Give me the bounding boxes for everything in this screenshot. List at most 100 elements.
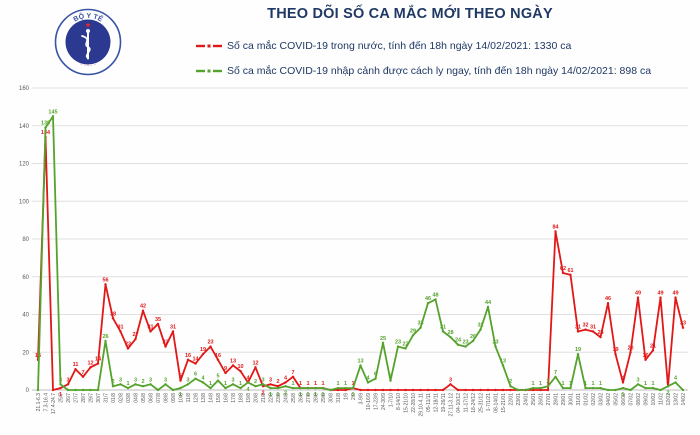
data-point	[591, 386, 595, 390]
x-tick-label: 12-18/11	[434, 393, 440, 413]
data-point	[659, 296, 662, 299]
data-point	[644, 386, 647, 390]
x-tick-label: 7.3-16.4	[44, 393, 50, 412]
data-point	[561, 386, 565, 390]
data-point	[584, 328, 587, 331]
x-tick-label: 17/8	[231, 393, 237, 403]
data-label: 4	[621, 375, 625, 381]
data-label: 1	[126, 381, 129, 387]
data-point	[254, 385, 257, 388]
x-tick-label: 29/01	[561, 393, 567, 406]
data-label: 1	[314, 381, 317, 387]
legend: Số ca mắc COVID-19 trong nước, tính đến …	[196, 33, 651, 83]
legend-marker-imported-icon	[196, 69, 222, 72]
data-point	[441, 388, 445, 392]
data-point	[569, 273, 572, 277]
data-point	[389, 388, 392, 392]
data-label: 4	[201, 375, 205, 381]
data-point	[246, 381, 250, 384]
data-label: 16	[642, 353, 648, 359]
data-label: 11	[73, 362, 79, 368]
x-tick-label: 07/8	[156, 393, 162, 403]
data-point	[261, 383, 265, 386]
data-point	[276, 386, 280, 390]
x-tick-label: 21/8	[261, 393, 267, 403]
data-point	[366, 388, 370, 392]
data-point	[74, 388, 77, 392]
data-point	[599, 335, 602, 339]
data-point	[614, 352, 617, 356]
data-point	[216, 379, 220, 382]
data-point	[539, 388, 542, 392]
data-label: 1	[321, 392, 324, 398]
data-label: 3	[636, 377, 639, 383]
data-point	[186, 358, 190, 361]
data-point	[81, 375, 85, 378]
x-tick-label: 16/8	[224, 393, 230, 403]
x-tick-label: 19-26/11	[441, 393, 447, 413]
data-label: 6	[194, 372, 197, 378]
data-label: 4	[366, 375, 370, 381]
data-label: 2	[546, 379, 549, 385]
x-tick-label: 14/02	[681, 393, 687, 406]
data-point	[111, 385, 115, 388]
data-label: 1	[299, 392, 302, 398]
data-point	[194, 377, 197, 380]
data-label: 3	[119, 377, 122, 383]
data-label: 13	[357, 358, 363, 364]
legend-item-domestic: Số ca mắc COVID-19 trong nước, tính đến …	[196, 33, 651, 58]
x-tick-label: 21.1-6.3	[36, 393, 42, 412]
data-label: 1	[269, 392, 272, 398]
data-label: 2	[141, 379, 144, 385]
data-label: 1	[59, 392, 62, 398]
x-tick-label: 09/8	[171, 393, 177, 403]
data-label: 19	[575, 347, 581, 353]
x-tick-label: 05/02	[614, 393, 620, 406]
data-label: 1	[584, 381, 587, 387]
data-label: 56	[102, 277, 108, 283]
data-point	[186, 383, 190, 386]
data-point	[546, 388, 550, 392]
data-label: 3	[186, 377, 189, 383]
data-point	[554, 375, 557, 378]
data-point	[569, 386, 572, 390]
data-label: 23	[207, 340, 213, 346]
data-label: 23	[462, 340, 468, 346]
data-label: 2	[509, 379, 512, 385]
data-point	[201, 352, 205, 356]
data-label: 62	[560, 266, 566, 272]
data-label: 16	[215, 353, 221, 359]
x-tick-label: 27/7	[74, 393, 80, 403]
data-label: 2	[111, 379, 114, 385]
data-point	[51, 388, 55, 392]
data-label: 1	[336, 381, 339, 387]
data-label: 139	[41, 121, 50, 127]
data-point	[524, 388, 527, 392]
data-point	[224, 386, 227, 390]
data-label: 13	[230, 358, 236, 364]
data-point	[606, 388, 610, 392]
data-point	[149, 330, 152, 333]
data-point	[546, 385, 550, 388]
data-label: 2	[284, 391, 287, 397]
y-tick-label: 100	[19, 199, 30, 205]
data-label: 12	[252, 360, 258, 366]
data-point	[171, 388, 175, 392]
data-point	[224, 371, 227, 375]
x-tick-label: 24/01	[524, 393, 530, 406]
data-point	[531, 388, 535, 392]
x-tick-label: 15/8	[216, 393, 222, 403]
y-tick-label: 120	[19, 162, 30, 168]
data-point	[336, 388, 340, 392]
data-point	[344, 388, 347, 392]
data-label: 7	[554, 370, 557, 376]
data-point	[539, 386, 542, 390]
data-label: 21	[650, 343, 656, 349]
legend-label-domestic: Số ca mắc COVID-19 trong nước, tính đến …	[227, 39, 572, 52]
data-label: 19	[612, 347, 618, 353]
data-point	[156, 322, 160, 326]
data-label: 33	[417, 321, 423, 327]
data-label: 84	[552, 224, 559, 230]
data-point	[681, 388, 685, 392]
